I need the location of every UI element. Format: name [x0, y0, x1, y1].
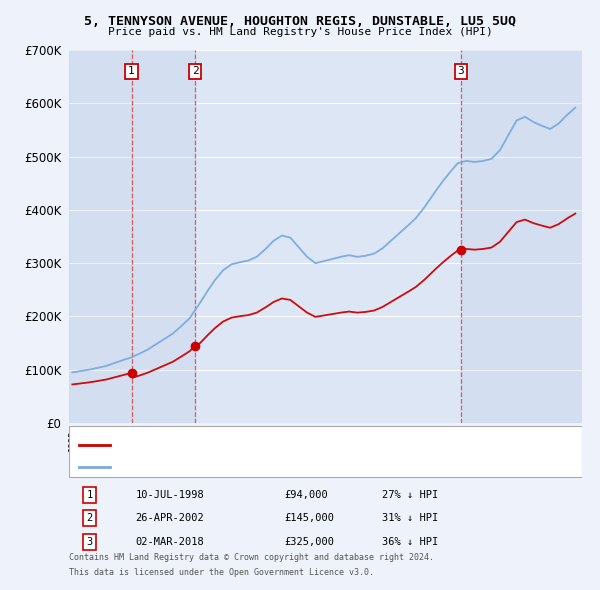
Bar — [69, 50, 131, 423]
Text: 3: 3 — [457, 67, 464, 77]
Text: 02-MAR-2018: 02-MAR-2018 — [136, 537, 205, 547]
Text: 1: 1 — [128, 67, 135, 77]
Text: £145,000: £145,000 — [284, 513, 334, 523]
Text: 2: 2 — [86, 513, 92, 523]
Text: £325,000: £325,000 — [284, 537, 334, 547]
FancyBboxPatch shape — [69, 426, 582, 477]
Text: 36% ↓ HPI: 36% ↓ HPI — [382, 537, 438, 547]
Text: HPI: Average price, detached house, Central Bedfordshire: HPI: Average price, detached house, Cent… — [121, 462, 442, 471]
Text: 2: 2 — [191, 67, 199, 77]
Text: £94,000: £94,000 — [284, 490, 328, 500]
Text: 5, TENNYSON AVENUE, HOUGHTON REGIS, DUNSTABLE, LU5 5UQ (detached house): 5, TENNYSON AVENUE, HOUGHTON REGIS, DUNS… — [121, 441, 529, 450]
Text: 27% ↓ HPI: 27% ↓ HPI — [382, 490, 438, 500]
Text: Contains HM Land Registry data © Crown copyright and database right 2024.: Contains HM Land Registry data © Crown c… — [69, 553, 434, 562]
Text: 10-JUL-1998: 10-JUL-1998 — [136, 490, 205, 500]
Text: 3: 3 — [86, 537, 92, 547]
Text: 26-APR-2002: 26-APR-2002 — [136, 513, 205, 523]
Text: 5, TENNYSON AVENUE, HOUGHTON REGIS, DUNSTABLE, LU5 5UQ: 5, TENNYSON AVENUE, HOUGHTON REGIS, DUNS… — [84, 15, 516, 28]
Bar — [131, 50, 195, 423]
Text: 31% ↓ HPI: 31% ↓ HPI — [382, 513, 438, 523]
Bar — [461, 50, 582, 423]
Text: 1: 1 — [86, 490, 92, 500]
Text: Price paid vs. HM Land Registry's House Price Index (HPI): Price paid vs. HM Land Registry's House … — [107, 27, 493, 37]
Text: This data is licensed under the Open Government Licence v3.0.: This data is licensed under the Open Gov… — [69, 568, 374, 576]
